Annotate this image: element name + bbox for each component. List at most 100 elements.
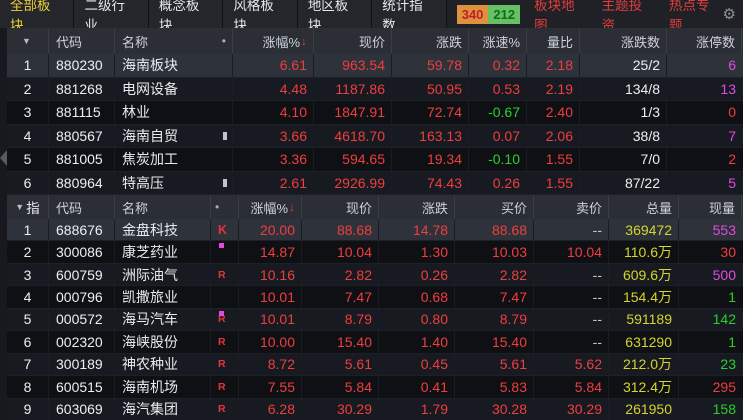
sector-row[interactable]: 2 881268 电网设备 4.48 1187.86 50.95 0.53 2.19 134/8… (7, 77, 743, 101)
col-header-price[interactable]: 现价 (302, 195, 379, 219)
cell-current-volume: 30 (720, 244, 736, 261)
row-index: 3 (7, 101, 49, 124)
col-header-change-pct-label: 涨幅% (250, 200, 288, 216)
stock-row[interactable]: 1 688676 金盘科技 K 20.00 88.68 14.78 88.68 -- 369472… (7, 219, 743, 242)
row-index: 5 (7, 148, 49, 171)
cell-change-pct: 3.36 (233, 148, 314, 171)
stock-code: 000572 (49, 308, 115, 331)
stock-name: 康芝药业 (115, 241, 211, 263)
col-header-limit-up[interactable]: 涨停数 (667, 28, 742, 54)
tab-style-sectors[interactable]: 风格板块 (223, 0, 298, 33)
stock-name-label: 海南机场 (122, 378, 178, 395)
sector-row[interactable]: 5 881005 焦炭加工 3.36 594.65 19.34 -0.10 1.55 7/0 2 (7, 148, 743, 172)
sector-name-label: 电网设备 (122, 80, 178, 97)
sector-row[interactable]: 6 880964 特高压 2.61 2926.99 74.43 0.26 1.55 87/22 5 (7, 171, 743, 195)
stock-name-label: 海峡股份 (122, 333, 178, 350)
col-header-tag[interactable]: • (211, 195, 239, 219)
cell-change: 14.78 (379, 219, 455, 241)
stock-row[interactable]: 2 300086 康芝药业 14.87 10.04 1.30 10.03 10.04 110.6… (7, 241, 743, 264)
col-header-change-pct[interactable]: 涨幅% ↓ (239, 195, 302, 219)
sector-code: 880230 (49, 54, 115, 77)
col-header-current-volume[interactable]: 现量 (679, 195, 742, 219)
collapse-left-icon (0, 150, 7, 166)
tab-secondary-industry[interactable]: 二级行业 (74, 0, 149, 33)
stock-row[interactable]: 3 600759 洲际油气 R 10.16 2.82 0.26 2.82 -- 609.6万 500 (7, 263, 743, 287)
stock-row[interactable]: 7 300189 神农种业 R 8.72 5.61 0.45 5.61 5.62 212.0万 23 (7, 353, 743, 377)
stock-row[interactable]: 5 000572 海马汽车 R 10.01 8.79 0.80 8.79 -- 591189 142 (7, 308, 743, 332)
cell-change: 50.95 (392, 77, 469, 100)
sector-code: 880567 (49, 124, 115, 147)
tab-statistic-index[interactable]: 统计指数 (372, 0, 447, 33)
col-header-code[interactable]: 代码 (49, 28, 115, 54)
sector-row[interactable]: 1 880230 海南板块 6.61 963.54 59.78 0.32 2.18 25/2 6 (7, 54, 743, 78)
sector-row[interactable]: 3 881115 林业 4.10 1847.91 72.74 -0.67 2.40 1/3 0 (7, 101, 743, 125)
col-header-price[interactable]: 现价 (314, 28, 392, 54)
row-index: 2 (7, 77, 49, 100)
cell-adv-dec: 38/8 (580, 124, 667, 147)
cell-ask: -- (534, 331, 609, 353)
cell-change: 0.80 (379, 308, 455, 331)
stock-tag-cell: K (211, 219, 239, 241)
tab-all-sectors[interactable]: 全部板块 (0, 0, 75, 33)
row-index: 2 (7, 241, 49, 263)
stock-code: 300086 (49, 241, 115, 263)
cell-change-pct: 4.10 (233, 101, 314, 124)
cell-current-volume: 158 (712, 401, 736, 418)
stock-row[interactable]: 6 002320 海峡股份 R 10.00 15.40 1.40 15.40 -- 631290 1 (7, 331, 743, 354)
stock-sort-corner[interactable]: ▼ 指 (7, 195, 49, 219)
cell-price: 30.29 (302, 398, 379, 420)
stock-name: 金盘科技 (115, 219, 211, 241)
cell-volume-ratio: 1.55 (527, 171, 580, 194)
cell-price: 1187.86 (314, 77, 392, 100)
sector-code: 881268 (49, 77, 115, 100)
cell-current-volume: 295 (712, 378, 736, 395)
cell-price: 5.84 (302, 376, 379, 398)
advance-decline-badge[interactable]: 340 212 (456, 4, 521, 24)
cell-volume-ratio: 2.06 (527, 124, 580, 147)
col-header-change[interactable]: 涨跌 (379, 195, 455, 219)
cell-change-pct: 10.01 (239, 286, 302, 308)
cell-change: 1.40 (379, 331, 455, 353)
cell-price: 10.04 (302, 241, 379, 263)
sector-table-header: ▼ 代码 名称 • 涨幅% ↓ 现价 涨跌 涨速% 量比 涨跌数 涨停数 (7, 28, 743, 54)
col-header-adv-dec[interactable]: 涨跌数 (580, 28, 667, 54)
cell-change: 74.43 (392, 171, 469, 194)
cell-adv-dec: 134/8 (580, 77, 667, 100)
tab-concept-sectors[interactable]: 概念板块 (148, 0, 224, 33)
cell-speed: 0.53 (469, 77, 527, 100)
stock-table-header: ▼ 指 代码 名称 • 涨幅% ↓ 现价 涨跌 买价 卖价 总量 现量 (7, 195, 743, 219)
sector-sort-corner[interactable]: ▼ (7, 28, 49, 54)
stock-row[interactable]: 9 603069 海汽集团 R 6.28 30.29 1.79 30.28 30.29 26195… (7, 398, 743, 420)
col-header-change-pct[interactable]: 涨幅% ↓ (233, 28, 314, 54)
cell-adv-dec: 1/3 (580, 101, 667, 124)
col-header-total-volume[interactable]: 总量 (609, 195, 679, 219)
cell-limit-up-count: 5 (728, 174, 736, 191)
col-header-name[interactable]: 名称 (115, 195, 211, 219)
cell-change-pct: 7.55 (239, 376, 302, 398)
col-header-volume-ratio[interactable]: 量比 (527, 28, 580, 54)
cell-change-pct: 10.00 (239, 331, 302, 353)
col-header-change[interactable]: 涨跌 (392, 28, 469, 54)
cell-bid: 2.82 (455, 263, 534, 286)
cell-volume-ratio: 2.18 (527, 54, 580, 77)
cell-change: 59.78 (392, 54, 469, 77)
col-header-name[interactable]: 名称 • (115, 28, 233, 54)
stock-row[interactable]: 4 000796 凯撒旅业 10.01 7.47 0.68 7.47 -- 154.4万 1 (7, 286, 743, 309)
name-marker-icon (223, 178, 227, 187)
cell-price: 963.54 (314, 54, 392, 77)
tab-region-sectors[interactable]: 地区板块 (297, 0, 373, 33)
col-header-ask[interactable]: 卖价 (534, 195, 609, 219)
col-header-bid[interactable]: 买价 (455, 195, 534, 219)
stock-name-label: 金盘科技 (122, 221, 178, 238)
sector-row[interactable]: 4 880567 海南自贸 3.66 4618.70 163.13 0.07 2.06 38/8… (7, 124, 743, 148)
stock-name-label: 神农种业 (122, 356, 178, 373)
gear-icon[interactable]: ⚙ (722, 6, 736, 23)
col-header-speed[interactable]: 涨速% (469, 28, 527, 54)
magenta-dot-icon (219, 243, 224, 249)
cell-change-pct: 10.16 (239, 263, 302, 286)
group-label: 指 (26, 201, 40, 216)
col-header-code[interactable]: 代码 (49, 195, 115, 219)
stock-row[interactable]: 8 600515 海南机场 R 7.55 5.84 0.41 5.83 5.84 312.4万 29… (7, 376, 743, 399)
cell-limit-up-count: 13 (720, 80, 736, 97)
